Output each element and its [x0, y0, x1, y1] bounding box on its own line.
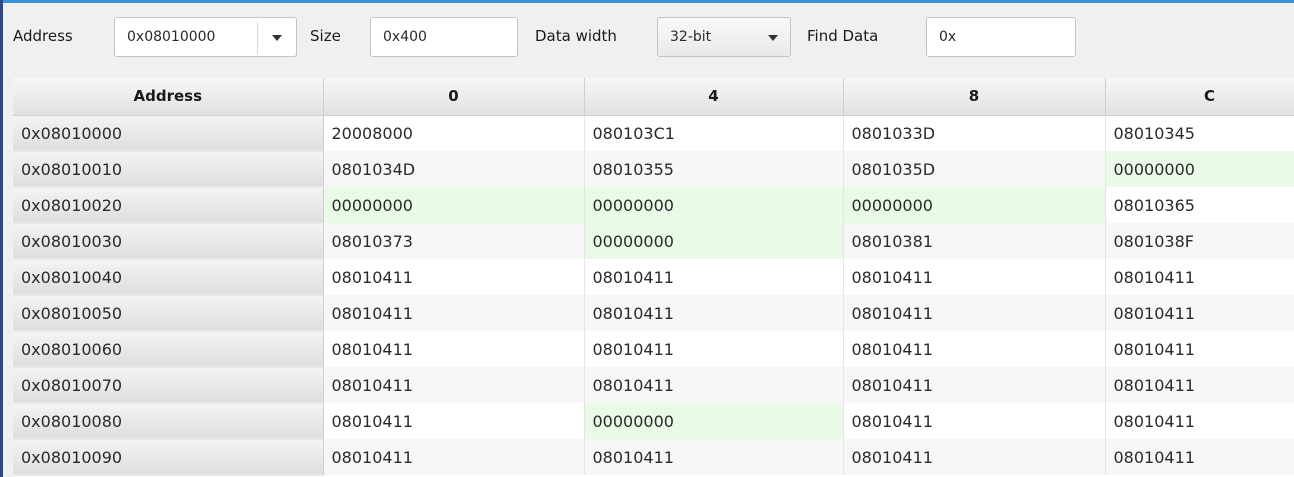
memory-table: Address 0 4 8 C 0x08010000 20008000 080103… [13, 78, 1294, 476]
memory-cell[interactable]: 00000000 [1105, 151, 1294, 187]
table-row[interactable]: 0x08010090 08010411 08010411 08010411 080104… [13, 439, 1294, 476]
memory-cell[interactable]: 08010345 [1105, 115, 1294, 151]
table-row[interactable]: 0x08010040 08010411 08010411 08010411 080104… [13, 259, 1294, 296]
memory-cell[interactable]: 08010411 [323, 295, 585, 331]
window-left-border [0, 0, 3, 477]
memory-cell[interactable]: 08010411 [323, 259, 585, 295]
row-address: 0x08010080 [13, 403, 324, 440]
table-row[interactable]: 0x08010010 0801034D 08010355 0801035D 000000… [13, 151, 1294, 188]
column-header-address[interactable]: Address [13, 78, 324, 116]
window-top-border [0, 0, 1294, 3]
memory-cell[interactable]: 08010411 [843, 259, 1106, 295]
size-input[interactable]: 0x400 [370, 17, 518, 57]
row-address: 0x08010030 [13, 223, 324, 260]
find-data-label: Find Data [807, 27, 879, 45]
row-address: 0x08010040 [13, 259, 324, 296]
memory-cell[interactable]: 00000000 [843, 187, 1106, 223]
memory-cell[interactable]: 08010411 [323, 331, 585, 367]
row-address: 0x08010000 [13, 115, 324, 152]
table-row[interactable]: 0x08010020 00000000 00000000 00000000 080103… [13, 187, 1294, 224]
chevron-down-icon[interactable] [768, 35, 778, 41]
memory-cell[interactable]: 0801033D [843, 115, 1106, 151]
memory-cell[interactable]: 08010411 [843, 367, 1106, 403]
table-row[interactable]: 0x08010030 08010373 00000000 08010381 080103… [13, 223, 1294, 260]
memory-cell[interactable]: 08010411 [1105, 259, 1294, 295]
memory-cell[interactable]: 20008000 [323, 115, 585, 151]
memory-cell[interactable]: 0801038F [1105, 223, 1294, 259]
row-address: 0x08010090 [13, 439, 324, 476]
memory-cell[interactable]: 08010411 [843, 295, 1106, 331]
data-width-select[interactable]: 32-bit [657, 17, 791, 57]
memory-cell[interactable]: 080103C1 [584, 115, 844, 151]
memory-cell[interactable]: 08010411 [843, 439, 1106, 475]
memory-cell[interactable]: 08010411 [1105, 295, 1294, 331]
table-row[interactable]: 0x08010080 08010411 00000000 08010411 080104… [13, 403, 1294, 440]
memory-cell[interactable]: 08010373 [323, 223, 585, 259]
row-address: 0x08010060 [13, 331, 324, 368]
memory-cell[interactable]: 08010411 [1105, 331, 1294, 367]
header-row: Address 0 4 8 C [13, 78, 1294, 116]
data-width-value: 32-bit [670, 29, 712, 45]
find-data-input[interactable]: 0x [926, 17, 1076, 57]
memory-cell[interactable]: 08010411 [843, 403, 1106, 439]
memory-cell[interactable]: 08010411 [584, 331, 844, 367]
memory-cell[interactable]: 08010411 [584, 367, 844, 403]
table-row[interactable]: 0x08010050 08010411 08010411 08010411 080104… [13, 295, 1294, 332]
column-header-8[interactable]: 8 [843, 78, 1106, 116]
data-width-label: Data width [535, 27, 617, 45]
row-address: 0x08010050 [13, 295, 324, 332]
memory-cell[interactable]: 08010411 [584, 295, 844, 331]
memory-cell[interactable]: 08010411 [1105, 367, 1294, 403]
table-row[interactable]: 0x08010000 20008000 080103C1 0801033D 080103… [13, 115, 1294, 152]
memory-toolbar: Address 0x08010000 Size 0x400 Data width… [4, 4, 1294, 68]
memory-cell[interactable]: 08010411 [323, 439, 585, 475]
memory-cell[interactable]: 08010355 [584, 151, 844, 187]
column-header-4[interactable]: 4 [584, 78, 844, 116]
column-header-c[interactable]: C [1105, 78, 1294, 116]
table-row[interactable]: 0x08010060 08010411 08010411 08010411 080104… [13, 331, 1294, 368]
memory-cell[interactable]: 08010381 [843, 223, 1106, 259]
memory-cell[interactable]: 0801034D [323, 151, 585, 187]
chevron-down-icon[interactable] [272, 35, 282, 41]
address-label: Address [13, 27, 73, 45]
memory-cell[interactable]: 08010411 [1105, 439, 1294, 475]
table-row[interactable]: 0x08010070 08010411 08010411 08010411 080104… [13, 367, 1294, 404]
row-address: 0x08010010 [13, 151, 324, 188]
memory-cell[interactable]: 08010411 [323, 403, 585, 439]
memory-cell[interactable]: 08010365 [1105, 187, 1294, 223]
memory-cell[interactable]: 08010411 [1105, 403, 1294, 439]
memory-cell[interactable]: 08010411 [323, 367, 585, 403]
memory-cell[interactable]: 00000000 [584, 187, 844, 223]
row-address: 0x08010070 [13, 367, 324, 404]
memory-cell[interactable]: 00000000 [584, 223, 844, 259]
memory-grid[interactable]: Address 0 4 8 C 0x08010000 20008000 080103… [13, 78, 1294, 477]
memory-cell[interactable]: 00000000 [323, 187, 585, 223]
column-header-0[interactable]: 0 [323, 78, 585, 116]
memory-cell[interactable]: 0801035D [843, 151, 1106, 187]
address-combo-separator [257, 22, 258, 54]
address-value: 0x08010000 [127, 29, 216, 45]
memory-cell[interactable]: 08010411 [584, 439, 844, 475]
address-combo[interactable]: 0x08010000 [114, 17, 297, 57]
memory-cell[interactable]: 08010411 [584, 259, 844, 295]
row-address: 0x08010020 [13, 187, 324, 224]
size-label: Size [310, 27, 341, 45]
memory-cell[interactable]: 00000000 [584, 403, 844, 439]
memory-cell[interactable]: 08010411 [843, 331, 1106, 367]
